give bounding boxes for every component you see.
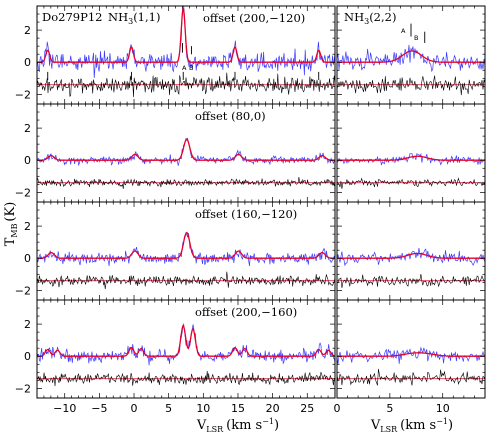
fit-line — [37, 138, 335, 161]
spectra-right-4 — [337, 346, 485, 386]
panel-offset-label: offset (160,−120) — [195, 207, 297, 221]
x-tick-label: 0 — [334, 402, 341, 415]
fit-line — [337, 352, 485, 357]
fit-line — [337, 155, 485, 161]
panel-row-3: −2 0 2 offset (160,−120) — [15, 201, 486, 301]
spectra-right-1 — [337, 23, 485, 96]
marker-b-right: B — [414, 34, 418, 42]
y-tick-label: 2 — [24, 220, 31, 233]
fit-line — [337, 252, 485, 259]
y-tick-label: 2 — [24, 318, 31, 331]
residual-line — [337, 368, 485, 386]
panel-row-1: −2 0 2 offset (200,−120) — [15, 5, 486, 105]
y-tick-label: −2 — [15, 382, 31, 395]
observed-spectrum — [337, 152, 485, 166]
y-tick-label: −2 — [15, 88, 31, 101]
observed-spectrum — [337, 248, 485, 267]
right-line-label: NH3(2,2) — [344, 10, 396, 26]
x-tick-label: 5 — [165, 402, 172, 415]
spectra-left-4 — [37, 323, 335, 387]
y-tick-label: 0 — [24, 56, 31, 69]
panel-row-4: −2 0 2 −10 −5 0 5 10 15 20 25 0 5 10 offset (200,−160) — [15, 299, 486, 415]
spectra-right-2 — [337, 152, 485, 189]
y-tick-label: −2 — [15, 284, 31, 297]
y-tick-label: 2 — [24, 122, 31, 135]
x-axis-title-left: VLSR (km s−1) — [196, 417, 279, 434]
residual-line — [37, 72, 335, 98]
x-tick-label: 10 — [196, 402, 210, 415]
residual-line — [337, 274, 485, 288]
observed-spectrum — [37, 232, 335, 267]
x-tick-label: 15 — [231, 402, 245, 415]
x-axis-title-right: VLSR (km s−1) — [370, 417, 453, 434]
x-tick-label: 25 — [300, 402, 314, 415]
fit-line — [337, 50, 485, 63]
observed-spectrum — [37, 137, 335, 167]
y-tick-label: 2 — [24, 24, 31, 37]
x-tick-label: −10 — [53, 402, 76, 415]
panel-frame — [36, 299, 336, 399]
spectra-left-3 — [37, 231, 335, 290]
y-tick-label: 0 — [24, 350, 31, 363]
panel-frame — [336, 201, 486, 301]
residual-line — [37, 271, 335, 290]
x-tick-label: 0 — [131, 402, 138, 415]
residual-line — [37, 370, 335, 387]
x-tick-label: 5 — [386, 402, 393, 415]
fit-line — [37, 231, 335, 259]
observed-spectrum — [337, 44, 485, 73]
panel-offset-label: offset (200,−160) — [195, 305, 297, 319]
residual-line — [337, 75, 485, 96]
panel-frame — [36, 103, 336, 203]
fit-line — [37, 325, 335, 357]
spectra-right-3 — [337, 248, 485, 288]
residual-line — [337, 177, 485, 189]
x-tick-label: −5 — [91, 402, 107, 415]
panel-offset-label: offset (200,−120) — [203, 11, 305, 25]
left-line-label: NH3(1,1) — [108, 10, 160, 26]
labels-layer: Do279P12 NH3(1,1) NH3(2,2) A B A B TMB(K… — [3, 10, 453, 434]
x-tick-label: 20 — [266, 402, 280, 415]
spectra-left-2 — [37, 137, 335, 189]
y-axis-title: TMB(K) — [3, 202, 19, 247]
spectra-left-1 — [37, 6, 335, 98]
x-tick-label: 10 — [436, 402, 450, 415]
y-tick-label: 0 — [24, 154, 31, 167]
marker-a-right: A — [401, 27, 406, 35]
marker-b-left: B — [189, 64, 193, 72]
panel-row-2: −2 0 2 offset (80,0) — [15, 103, 486, 203]
panel-frame — [336, 103, 486, 203]
y-tick-label: −2 — [15, 186, 31, 199]
panel-offset-label: offset (80,0) — [195, 109, 266, 123]
source-label: Do279P12 — [42, 10, 102, 24]
y-tick-label: 0 — [24, 252, 31, 265]
fit-line — [37, 7, 335, 63]
observed-spectrum — [37, 323, 335, 366]
residual-line — [37, 176, 335, 189]
panel-frame — [336, 299, 486, 399]
marker-a-left: A — [182, 64, 187, 72]
